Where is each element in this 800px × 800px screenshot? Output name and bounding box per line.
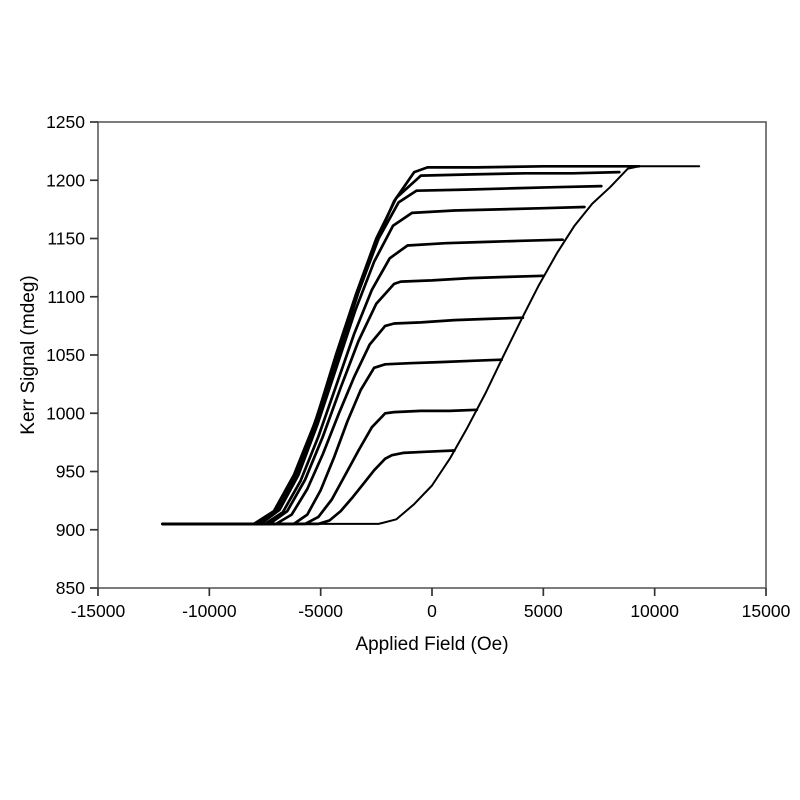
curve-major-ascending-branch bbox=[161, 165, 701, 525]
plot-frame bbox=[97, 121, 767, 589]
y-tick-label: 1050 bbox=[46, 345, 85, 365]
x-tick-label: 5000 bbox=[524, 601, 563, 621]
y-tick-label: 1150 bbox=[47, 229, 85, 249]
x-tick-label: 0 bbox=[427, 601, 437, 621]
y-tick-label: 900 bbox=[56, 520, 85, 540]
y-tick-label: 1200 bbox=[46, 170, 85, 190]
x-tick-label: -15000 bbox=[71, 601, 126, 621]
x-tick-label: -10000 bbox=[182, 601, 237, 621]
y-axis-title: Kerr Signal (mdeg) bbox=[18, 275, 39, 435]
y-tick-label: 1000 bbox=[46, 403, 85, 423]
x-tick-label: 15000 bbox=[742, 601, 791, 621]
x-axis-title: Applied Field (Oe) bbox=[355, 634, 509, 655]
x-tick-label: -5000 bbox=[298, 601, 343, 621]
curve-recoil-1195 bbox=[161, 184, 603, 526]
y-tick-label: 1250 bbox=[46, 112, 85, 132]
y-tick-label: 1100 bbox=[47, 287, 85, 307]
curve-recoil-1003 bbox=[161, 408, 479, 526]
x-tick-label: 10000 bbox=[630, 601, 679, 621]
y-tick-label: 850 bbox=[56, 578, 85, 598]
y-tick-label: 950 bbox=[56, 462, 85, 482]
curve-recoil-1207 bbox=[161, 170, 621, 526]
